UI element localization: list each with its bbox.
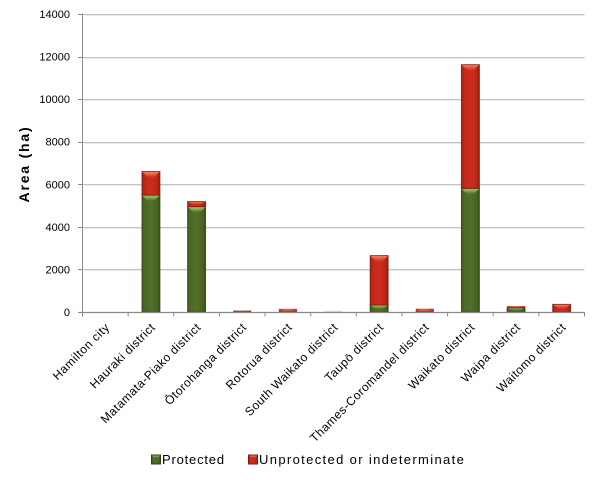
svg-text:10000: 10000 — [39, 94, 70, 106]
svg-text:12000: 12000 — [39, 52, 70, 64]
svg-text:0: 0 — [64, 307, 70, 319]
svg-text:14000: 14000 — [39, 9, 70, 21]
svg-text:2000: 2000 — [46, 264, 70, 276]
svg-text:8000: 8000 — [46, 137, 70, 149]
svg-text:Area (ha): Area (ha) — [16, 126, 32, 203]
svg-text:6000: 6000 — [46, 179, 70, 191]
svg-text:4000: 4000 — [46, 222, 70, 234]
svg-text:Protected: Protected — [162, 452, 225, 467]
svg-text:Unprotected or indeterminate: Unprotected or indeterminate — [259, 452, 465, 467]
